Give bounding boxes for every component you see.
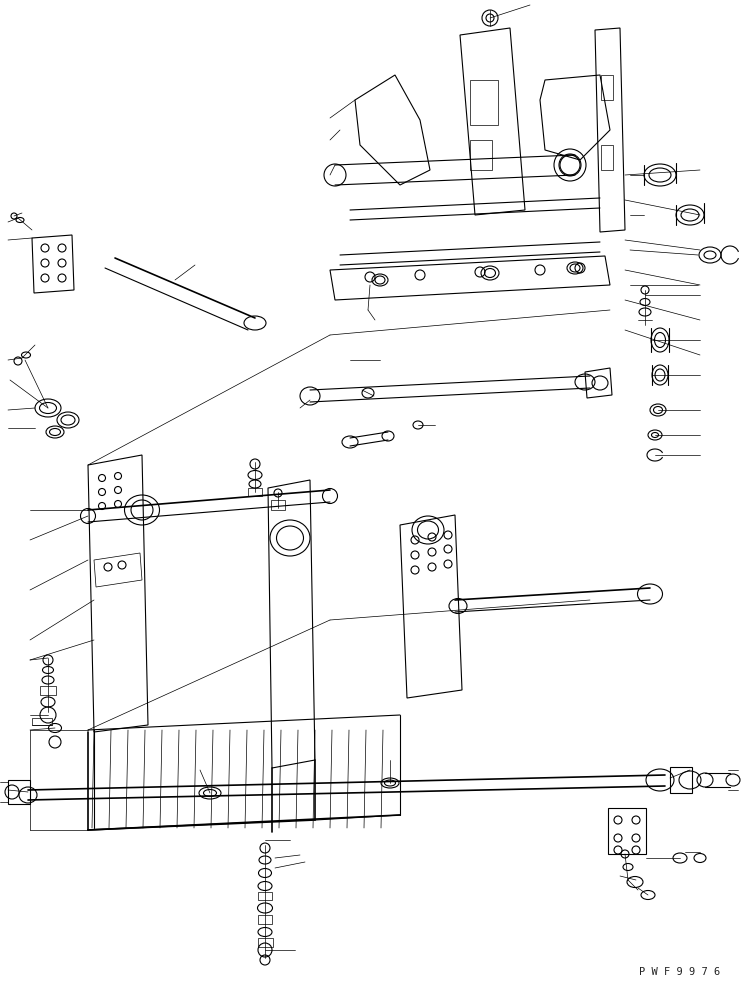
Bar — [258, 915, 272, 924]
Bar — [40, 686, 56, 695]
Bar — [8, 780, 30, 804]
Bar — [258, 938, 273, 947]
Bar — [470, 80, 498, 125]
Bar — [470, 140, 492, 170]
Bar — [32, 718, 52, 725]
Bar — [258, 892, 272, 900]
Bar — [601, 75, 613, 100]
Bar — [248, 488, 262, 496]
Bar — [271, 500, 285, 510]
Text: P W F 9 9 7 6: P W F 9 9 7 6 — [639, 967, 720, 977]
Bar — [608, 808, 646, 854]
Bar — [601, 145, 613, 170]
Bar — [670, 767, 692, 793]
